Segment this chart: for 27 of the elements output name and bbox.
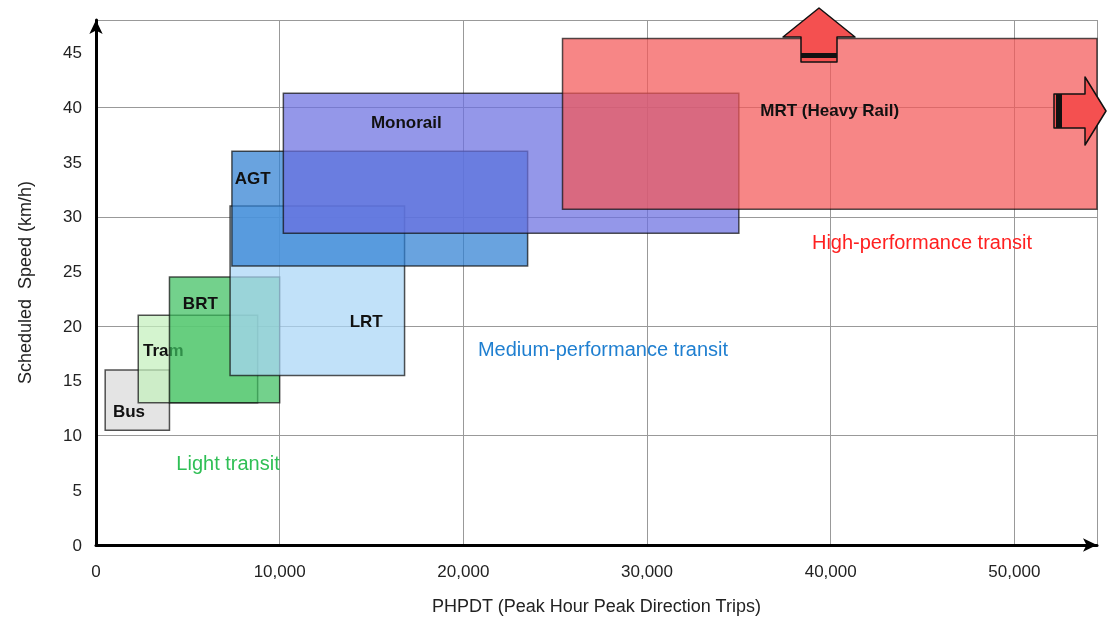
annotation: High-performance transit xyxy=(811,231,1033,253)
y-tick-label: 35 xyxy=(63,152,82,172)
x-axis-title: PHPDT (Peak Hour Peak Direction Trips) xyxy=(432,596,761,616)
y-tick-label: 20 xyxy=(63,316,82,336)
x-tick-label: 10,000 xyxy=(253,562,306,581)
y-tick-label: 45 xyxy=(63,43,82,63)
x-tick-label: 50,000 xyxy=(988,562,1041,581)
y-tick-label: 30 xyxy=(63,207,82,227)
x-tick-label: 20,000 xyxy=(437,562,490,581)
series-label: Monorail xyxy=(370,113,442,133)
annotation: Medium-performance transit xyxy=(477,338,729,360)
series-label: BRT xyxy=(182,293,219,313)
y-tick-label: 25 xyxy=(63,262,82,282)
y-tick-label: 10 xyxy=(63,426,82,446)
series-label: AGT xyxy=(234,169,272,189)
x-tick-label: 30,000 xyxy=(621,562,674,581)
x-tick-label: 40,000 xyxy=(804,562,857,581)
annotation: Light transit xyxy=(176,452,281,474)
series-label: Bus xyxy=(112,402,146,422)
series-label: MRT (Heavy Rail) xyxy=(760,100,900,120)
x-tick-label: 0 xyxy=(91,562,101,581)
y-tick-label: 15 xyxy=(63,371,82,391)
y-tick-label: 5 xyxy=(72,480,82,500)
y-tick-label: 0 xyxy=(72,535,82,555)
y-axis-title: Scheduled Speed (km/h) xyxy=(15,180,35,385)
y-tick-label: 40 xyxy=(63,98,82,117)
series-label: LRT xyxy=(349,311,384,331)
